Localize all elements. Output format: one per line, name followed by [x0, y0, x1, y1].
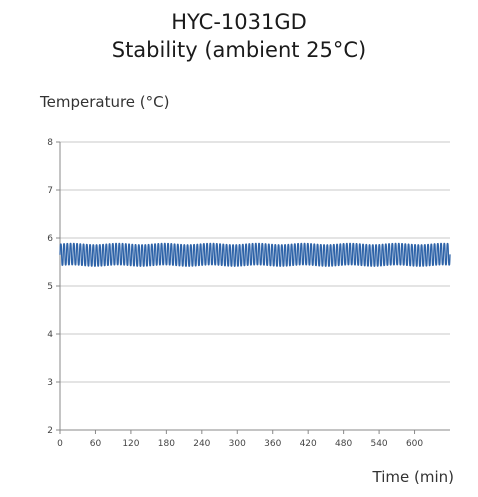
x-axis-title: Time (min) [372, 468, 454, 486]
x-tick-label-300: 300 [229, 439, 246, 449]
x-tick-label-240: 240 [193, 439, 210, 449]
x-tick-label-480: 480 [335, 439, 352, 449]
y-tick-label-3: 3 [47, 378, 53, 388]
x-tick-label-540: 540 [370, 439, 387, 449]
chart-title: HYC-1031GD [171, 10, 307, 34]
y-tick-label-5: 5 [47, 282, 53, 292]
chart-subtitle: Stability (ambient 25°C) [111, 38, 367, 62]
x-tick-label-0: 0 [57, 439, 63, 449]
x-tick-label-120: 120 [122, 439, 139, 449]
y-tick-label-7: 7 [47, 186, 53, 196]
x-tick-label-420: 420 [300, 439, 317, 449]
y-axis-title: Temperature (°C) [40, 93, 170, 111]
temperature-series-line [59, 242, 451, 267]
y-tick-label-8: 8 [47, 138, 53, 148]
x-tick-label-600: 600 [406, 439, 423, 449]
y-tick-label-6: 6 [47, 234, 53, 244]
y-tick-label-4: 4 [47, 330, 53, 340]
y-tick-label-2: 2 [47, 426, 53, 436]
x-tick-label-360: 360 [264, 439, 281, 449]
x-tick-label-180: 180 [158, 439, 175, 449]
x-tick-label-60: 60 [90, 439, 102, 449]
